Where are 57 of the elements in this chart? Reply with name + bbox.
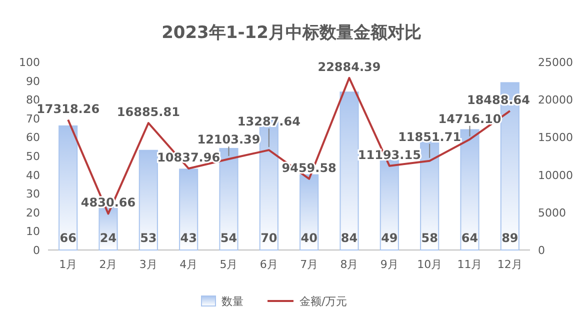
data-label: 16885.81 (116, 105, 180, 120)
y2-tick-label: 20000 (538, 94, 573, 107)
x-tick-label: 11月 (457, 258, 482, 271)
x-tick-label: 1月 (59, 258, 78, 271)
data-label: 22884.39 (318, 60, 381, 74)
x-tick-label: 2月 (99, 258, 118, 271)
x-tick-label: 5月 (220, 258, 238, 271)
data-label: 70 (260, 231, 278, 245)
data-label: 18488.64 (466, 92, 530, 107)
x-tick-label: 9月 (380, 258, 398, 271)
data-label: 11851.71 (398, 130, 462, 144)
x-tick-label: 7月 (300, 258, 318, 271)
data-label: 64 (461, 231, 478, 245)
y-tick-label: 90 (26, 74, 40, 88)
y2-tick-label: 5000 (538, 206, 566, 220)
data-label: 58 (421, 231, 438, 245)
y-tick-label: 20 (26, 206, 40, 220)
x-tick-label: 3月 (139, 258, 158, 271)
y2-tick-label: 25000 (538, 56, 573, 69)
x-tick-label: 8月 (340, 258, 358, 271)
x-tick-label: 12月 (497, 258, 522, 271)
y-tick-label: 0 (33, 244, 40, 257)
data-label: 66 (60, 231, 76, 245)
bar (179, 168, 198, 250)
bar (300, 174, 319, 250)
legend-label: 数量 (222, 295, 244, 308)
bar (138, 150, 158, 250)
y2-tick-label: 10000 (538, 168, 573, 182)
data-label: 40 (300, 231, 318, 245)
y-tick-label: 40 (26, 168, 40, 182)
y-tick-label: 50 (26, 150, 40, 163)
bar (460, 129, 480, 250)
y-tick-label: 100 (19, 56, 40, 69)
y2-tick-label: 0 (538, 244, 545, 257)
bar (340, 92, 359, 250)
bar (219, 148, 238, 250)
y-tick-label: 70 (26, 112, 40, 126)
data-label: 84 (340, 231, 358, 245)
bar (58, 125, 78, 250)
data-label: 54 (220, 231, 238, 245)
data-label: 12103.39 (197, 132, 260, 146)
x-tick-label: 4月 (180, 258, 198, 271)
y-tick-label: 30 (26, 188, 40, 201)
chart-title: 2023年1-12月中标数量金额对比 (162, 23, 422, 43)
y-tick-label: 10 (26, 225, 40, 238)
x-tick-label: 10月 (417, 258, 442, 271)
x-tick-label: 6月 (260, 258, 278, 271)
legend-label: 金额/万元 (300, 295, 348, 308)
data-label: 13287.64 (237, 114, 300, 128)
bar (420, 140, 440, 250)
y2-tick-label: 15000 (538, 131, 573, 144)
data-label: 43 (180, 231, 197, 245)
data-label: 53 (140, 231, 157, 245)
data-label: 49 (381, 231, 398, 245)
data-label: 89 (502, 231, 518, 245)
y-tick-label: 60 (26, 131, 40, 144)
data-label: 24 (100, 231, 117, 245)
